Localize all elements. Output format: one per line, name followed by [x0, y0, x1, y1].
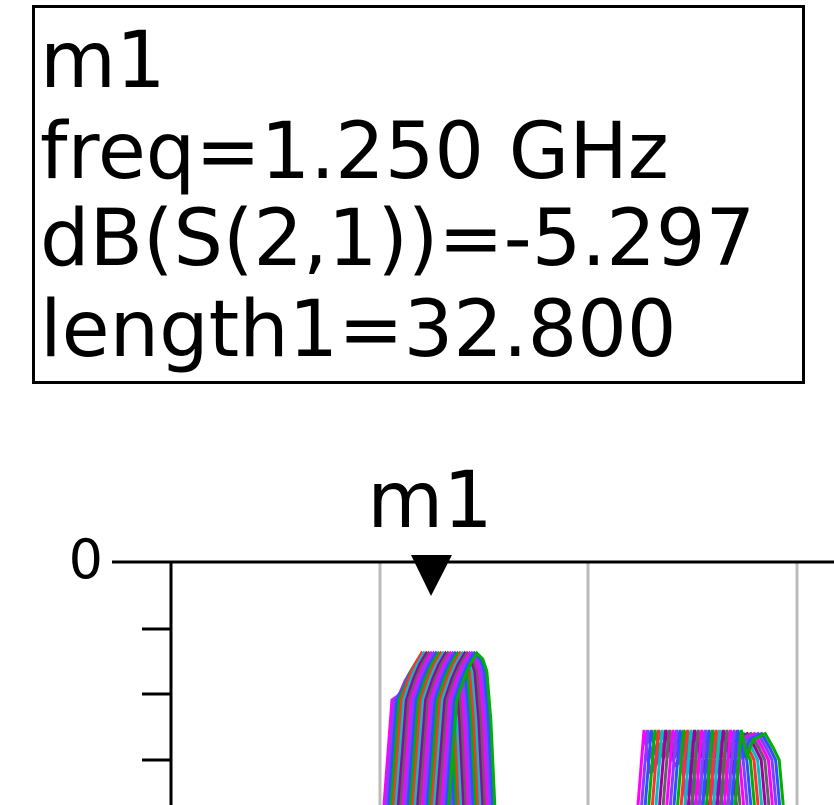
sweep-trace-band2: [722, 729, 774, 805]
sweep-trace-band2: [730, 729, 782, 805]
sweep-trace-band1: [430, 650, 480, 805]
sweep-trace-band1: [437, 650, 487, 805]
marker-readout-freq: freq=1.250 GHz: [40, 107, 669, 197]
sweep-trace-band2: [726, 729, 778, 805]
marker-readout-name: m1: [40, 16, 166, 106]
plot-gridlines: [378, 562, 799, 805]
sweep-trace-band1: [428, 650, 478, 805]
marker-triangle-icon[interactable]: [411, 555, 452, 596]
sweep-trace-band1: [425, 650, 475, 805]
sweep-trace-band1: [440, 650, 490, 805]
sweep-traces: [382, 650, 785, 805]
marker-readout-measurement: dB(S(2,1))=-5.297: [40, 194, 756, 284]
sweep-trace-band1: [416, 650, 466, 805]
marker-label[interactable]: m1: [367, 456, 493, 546]
y-tick-label-0: 0: [69, 528, 103, 591]
sweep-trace-band1: [423, 650, 473, 805]
sweep-trace-band2: [719, 729, 771, 805]
sweep-trace-band1: [420, 650, 470, 805]
sweep-trace-band1: [435, 650, 485, 805]
sweep-trace-band2: [733, 729, 785, 805]
marker-readout-parameter: length1=32.800: [40, 285, 677, 375]
sweep-trace-band1: [442, 650, 492, 805]
sweep-trace-band1: [418, 650, 468, 805]
sweep-trace-band1: [432, 650, 482, 805]
sweep-trace-band1: [444, 650, 494, 805]
marker-readout-box: m1 freq=1.250 GHz dB(S(2,1))=-5.297 leng…: [32, 5, 805, 384]
sweep-trace-band1: [447, 650, 497, 805]
